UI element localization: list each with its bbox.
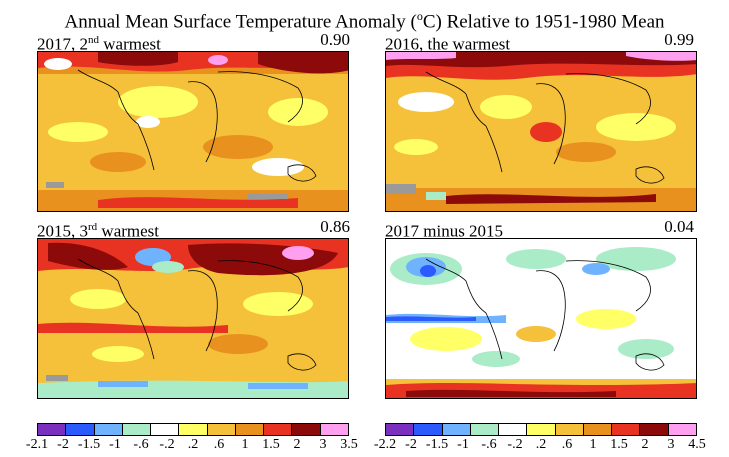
colorbar-swatch (555, 424, 584, 435)
figure-title: Annual Mean Surface Temperature Anomaly … (64, 9, 665, 33)
panel-2017-label: 2017, 2nd warmest (37, 34, 161, 54)
colorbar-swatch (583, 424, 613, 435)
panel-2015-label: 2015, 3rd warmest (37, 221, 160, 241)
panel-2016-value: 0.99 (664, 30, 694, 49)
colorbar-left-ticks: -2.1 -2 -1.5 -1 -.6 -.2 .2 .6 1 1.5 2 3 3.5 (26, 437, 358, 453)
colorbar-swatch (151, 424, 180, 435)
colorbar-tick-label: 1.5 (262, 437, 280, 452)
colorbar-tick-label: 3.5 (340, 437, 358, 452)
colorbar-tick-label: .2 (535, 437, 547, 452)
colorbar-tick-label: -.2 (159, 437, 175, 452)
panel-2016-label: 2016, the warmest (385, 34, 511, 54)
colorbar-swatch (94, 424, 123, 435)
colorbar-tick-label: 4.5 (688, 437, 706, 452)
colorbar-swatch (122, 424, 152, 435)
colorbar-right (385, 423, 697, 436)
colorbar-tick-label: -2.1 (25, 437, 49, 452)
colorbar-tick-label: 2 (293, 437, 301, 452)
colorbar-tick-label: 1 (241, 437, 249, 452)
colorbar-tick-label: 1.5 (610, 437, 628, 452)
colorbar-swatch (640, 424, 669, 435)
colorbar-right-ticks: -2.2 -2 -1.5 -1 -.6 -.2 .2 .6 1 1.5 2 3 4.5 (374, 437, 706, 453)
colorbar-tick-label: -2 (57, 437, 69, 452)
colorbar-tick-label: 1 (589, 437, 597, 452)
colorbar-tick-label: -.6 (133, 437, 149, 452)
colorbar-tick-label: -1 (109, 437, 121, 452)
colorbar-tick-label: -1.5 (77, 437, 101, 452)
map-2016 (385, 51, 697, 212)
colorbar-swatch (470, 424, 500, 435)
colorbar-tick-label: 3 (667, 437, 675, 452)
colorbar-tick-label: -.6 (481, 437, 497, 452)
colorbar-tick-label: -2 (405, 437, 417, 452)
colorbar-tick-label: -.2 (507, 437, 523, 452)
colorbar-swatch (38, 424, 67, 435)
colorbar-tick-label: 3 (319, 437, 327, 452)
colorbar-tick-label: 2 (641, 437, 649, 452)
colorbar-tick-label: -1.5 (425, 437, 449, 452)
map-2017 (37, 51, 349, 212)
colorbar-tick-label: -2.2 (373, 437, 397, 452)
colorbar-tick-label: .6 (561, 437, 573, 452)
map-2015 (37, 238, 349, 399)
colorbar-tick-label: .2 (187, 437, 199, 452)
colorbar-swatch (499, 424, 528, 435)
colorbar-swatch (292, 424, 321, 435)
colorbar-tick-label: -1 (457, 437, 469, 452)
colorbar-swatch (66, 424, 95, 435)
map-diff (385, 238, 697, 399)
colorbar-swatch (612, 424, 641, 435)
colorbar-swatch (264, 424, 293, 435)
panel-2015-value: 0.86 (320, 217, 350, 236)
colorbar-left (37, 423, 349, 436)
colorbar-swatch (527, 424, 556, 435)
panel-diff-value: 0.04 (664, 217, 694, 236)
colorbar-swatch (320, 424, 348, 435)
colorbar-swatch (668, 424, 696, 435)
panel-2017-value: 0.90 (320, 30, 350, 49)
colorbar-swatch (207, 424, 236, 435)
colorbar-swatch (442, 424, 471, 435)
panel-diff-label: 2017 minus 2015 (385, 221, 504, 241)
colorbar-tick-label: .6 (213, 437, 225, 452)
colorbar-swatch (235, 424, 265, 435)
colorbar-swatch (179, 424, 208, 435)
colorbar-swatch (386, 424, 415, 435)
colorbar-swatch (414, 424, 443, 435)
